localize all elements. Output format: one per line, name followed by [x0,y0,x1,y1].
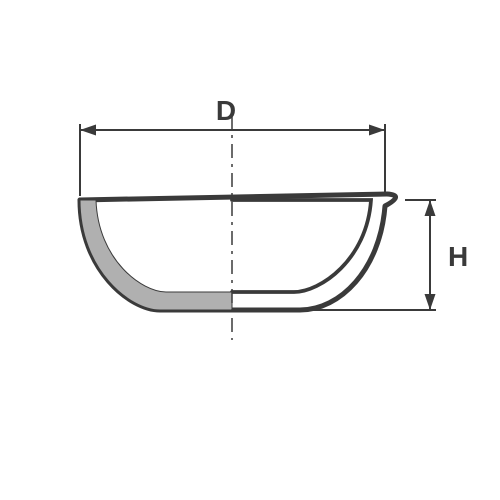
dim-h-arrow-bottom [425,294,436,310]
bowl-inner-wall-right [232,200,371,292]
cross-section-hatch [80,200,232,310]
dim-d-arrow-right [369,125,385,136]
dim-d-label: D [216,95,236,126]
dish-cross-section-drawing: DH [0,0,500,500]
dim-h-label: H [448,241,468,272]
dim-h-arrow-top [425,200,436,216]
dim-d-arrow-left [80,125,96,136]
diagram-container: DH [0,0,500,500]
